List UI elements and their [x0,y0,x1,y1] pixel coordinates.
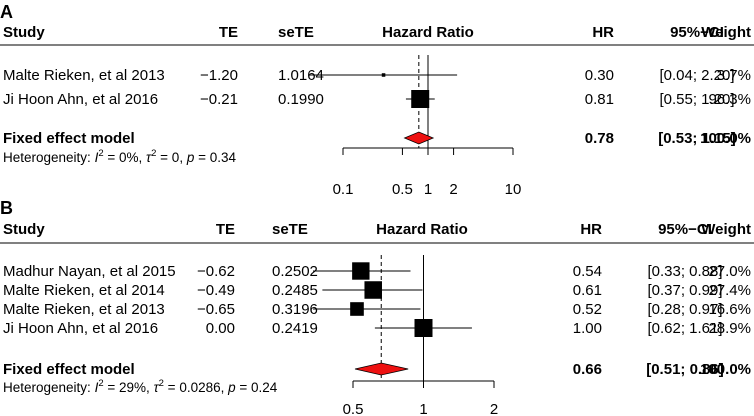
study-name: Madhur Nayan, et al 2015 [3,263,176,280]
study-sete: 0.2419 [272,320,318,337]
study-hr: 0.61 [573,282,602,299]
column-header-ci: 95%−CI [670,24,724,41]
study-weight: 16.6% [708,301,751,318]
x-axis-tick-label: 2 [449,181,457,198]
fixed-effect-weight: 100.0% [700,361,751,378]
study-te: −0.65 [197,301,235,318]
study-hr: 0.54 [573,263,602,280]
study-hr: 1.00 [573,320,602,337]
panel-label: A [0,2,13,22]
study-sete: 0.3196 [272,301,318,318]
fixed-effect-ci: [0.51; 0.86] [646,361,724,378]
study-te: 0.00 [206,320,235,337]
fixed-effect-ci: [0.53; 1.15] [658,130,736,147]
study-weight-box [352,262,370,280]
fixed-effect-diamond [403,131,435,145]
fixed-effect-label: Fixed effect model [3,130,135,147]
study-weight: 96.3% [708,91,751,108]
column-header-te: TE [219,24,238,41]
column-header-weight: Weight [701,221,751,238]
study-te: −0.49 [197,282,235,299]
study-weight: 27.4% [708,282,751,299]
study-ci: [0.62; 1.61] [647,320,722,337]
study-weight: 27.0% [708,263,751,280]
column-header-hr: HR [592,24,614,41]
panel-label: B [0,198,13,218]
column-header-study: Study [3,221,45,238]
study-sete: 1.0164 [278,67,324,84]
study-hr: 0.81 [585,91,614,108]
column-header-hazard-ratio: Hazard Ratio [376,221,468,238]
fixed-effect-hr: 0.66 [573,361,602,378]
x-axis-tick-label: 10 [505,181,522,198]
study-sete: 0.1990 [278,91,324,108]
study-sete: 0.2485 [272,282,318,299]
x-axis-tick-label: 0.5 [392,181,413,198]
study-name: Malte Rieken, et al 2013 [3,301,165,318]
study-name: Ji Hoon Ahn, et al 2016 [3,320,158,337]
x-axis-tick-label: 2 [490,401,498,416]
column-header-study: Study [3,24,45,41]
study-ci: [0.04; 2.20] [659,67,734,84]
column-header-hazard-ratio: Hazard Ratio [382,24,474,41]
study-ci: [0.37; 0.99] [647,282,722,299]
study-te: −0.62 [197,263,235,280]
study-weight-box [364,281,382,299]
x-axis-tick-label: 0.1 [333,181,354,198]
fixed-effect-weight: 100.0% [700,130,751,147]
study-name: Ji Hoon Ahn, et al 2016 [3,91,158,108]
study-weight: 3.7% [717,67,751,84]
column-header-sete: seTE [278,24,314,41]
fixed-effect-label: Fixed effect model [3,361,135,378]
x-axis-tick-label: 1 [419,401,427,416]
study-weight-box [411,90,430,108]
heterogeneity-text: Heterogeneity: I2 = 29%, τ2 = 0.0286, p … [3,378,278,395]
fixed-effect-diamond [354,362,409,376]
study-weight: 28.9% [708,320,751,337]
study-name: Malte Rieken, et al 2013 [3,67,165,84]
study-te: −0.21 [200,91,238,108]
study-sete: 0.2502 [272,263,318,280]
column-header-ci: 95%−CI [658,221,712,238]
x-axis-tick-label: 0.5 [343,401,364,416]
column-header-sete: seTE [272,221,308,238]
x-axis-tick-label: 1 [424,181,432,198]
study-weight-box [381,73,386,77]
fixed-effect-hr: 0.78 [585,130,614,147]
study-name: Malte Rieken, et al 2014 [3,282,165,299]
study-hr: 0.52 [573,301,602,318]
study-weight-box [350,302,364,316]
study-hr: 0.30 [585,67,614,84]
study-weight-box [414,319,433,337]
heterogeneity-text: Heterogeneity: I2 = 0%, τ2 = 0, p = 0.34 [3,148,237,165]
column-header-hr: HR [580,221,602,238]
column-header-weight: Weight [701,24,751,41]
study-ci: [0.28; 0.97] [647,301,722,318]
column-header-te: TE [216,221,235,238]
study-ci: [0.55; 1.20] [659,91,734,108]
study-te: −1.20 [200,67,238,84]
study-ci: [0.33; 0.88] [647,263,722,280]
